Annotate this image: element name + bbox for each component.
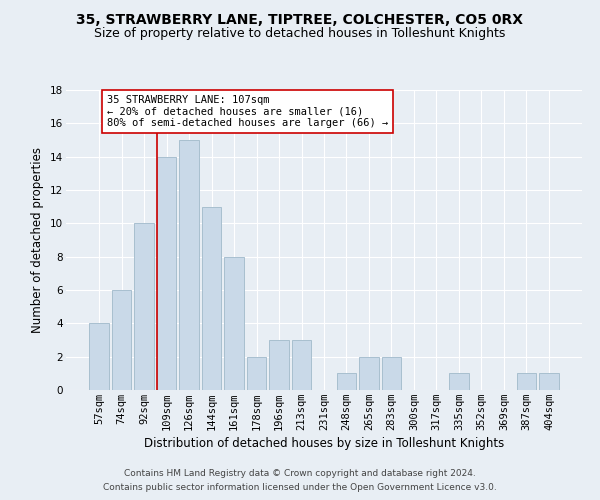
Y-axis label: Number of detached properties: Number of detached properties <box>31 147 44 333</box>
Text: 35 STRAWBERRY LANE: 107sqm
← 20% of detached houses are smaller (16)
80% of semi: 35 STRAWBERRY LANE: 107sqm ← 20% of deta… <box>107 95 388 128</box>
Bar <box>89 324 109 390</box>
Bar <box>112 290 131 390</box>
Bar <box>517 374 536 390</box>
Bar <box>359 356 379 390</box>
Bar <box>247 356 266 390</box>
Text: Contains public sector information licensed under the Open Government Licence v3: Contains public sector information licen… <box>103 484 497 492</box>
X-axis label: Distribution of detached houses by size in Tolleshunt Knights: Distribution of detached houses by size … <box>144 437 504 450</box>
Text: Contains HM Land Registry data © Crown copyright and database right 2024.: Contains HM Land Registry data © Crown c… <box>124 468 476 477</box>
Bar <box>382 356 401 390</box>
Bar <box>337 374 356 390</box>
Bar <box>179 140 199 390</box>
Text: Size of property relative to detached houses in Tolleshunt Knights: Size of property relative to detached ho… <box>94 28 506 40</box>
Bar <box>134 224 154 390</box>
Text: 35, STRAWBERRY LANE, TIPTREE, COLCHESTER, CO5 0RX: 35, STRAWBERRY LANE, TIPTREE, COLCHESTER… <box>77 12 523 26</box>
Bar <box>202 206 221 390</box>
Bar <box>292 340 311 390</box>
Bar <box>539 374 559 390</box>
Bar <box>449 374 469 390</box>
Bar <box>157 156 176 390</box>
Bar <box>224 256 244 390</box>
Bar <box>269 340 289 390</box>
